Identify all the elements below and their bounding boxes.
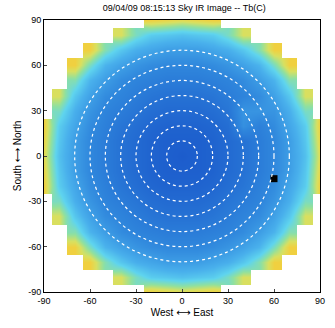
svg-text:09/04/09 08:15:13 Sky IR Image: 09/04/09 08:15:13 Sky IR Image -- Tb(C) (103, 3, 266, 13)
svg-text:90: 90 (315, 296, 325, 306)
svg-text:South ⟷ North: South ⟷ North (12, 121, 23, 191)
svg-text:-30: -30 (129, 296, 142, 306)
svg-text:30: 30 (223, 296, 233, 306)
svg-text:30: 30 (31, 106, 41, 116)
svg-text:60: 60 (269, 296, 279, 306)
svg-text:0: 0 (179, 296, 184, 306)
svg-text:-30: -30 (28, 196, 41, 206)
svg-text:60: 60 (31, 60, 41, 70)
svg-text:-90: -90 (37, 296, 50, 306)
svg-text:West ⟷ East: West ⟷ East (151, 307, 214, 318)
svg-text:0: 0 (36, 151, 41, 161)
svg-text:-60: -60 (28, 242, 41, 252)
svg-text:-90: -90 (28, 287, 41, 297)
svg-text:-60: -60 (83, 296, 96, 306)
svg-text:90: 90 (31, 15, 41, 25)
